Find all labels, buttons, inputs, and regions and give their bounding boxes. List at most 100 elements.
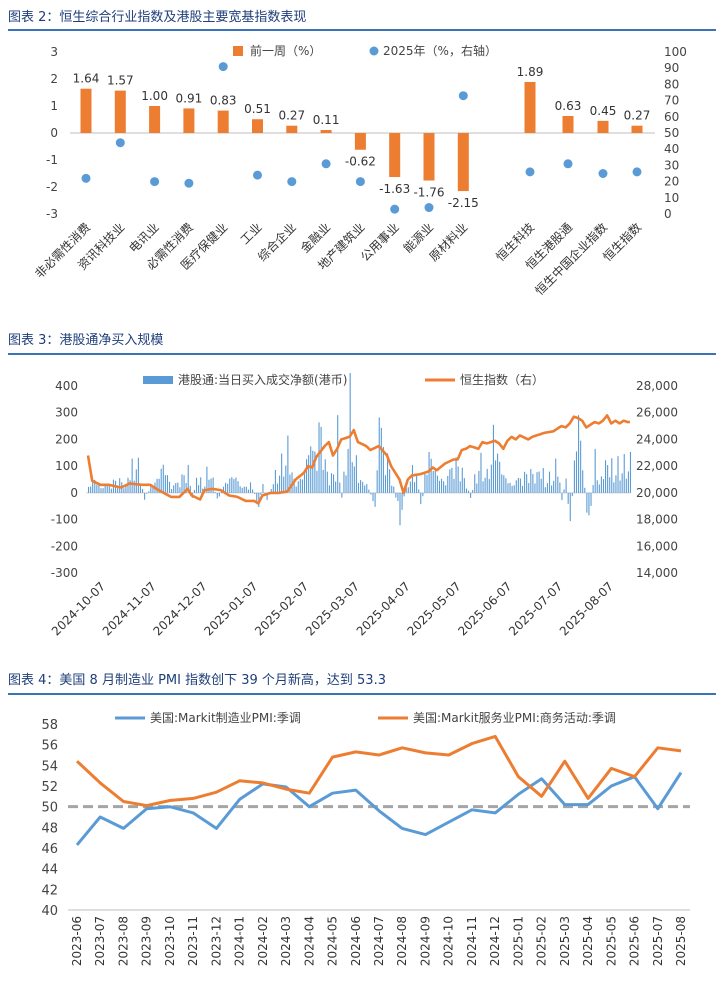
bar [590,492,592,506]
bar [561,492,563,501]
bar [141,488,144,493]
series-line [75,771,683,846]
y-tick-label: 50 [41,801,58,816]
bar [183,475,185,493]
chart1-title-rule [8,29,716,31]
bar [563,489,565,493]
bar [540,478,542,493]
bar [175,482,177,493]
chart2-title: 图表 3：港股通净买入规模 [8,330,716,352]
bar [492,424,494,493]
bar [328,485,330,493]
bar [144,492,146,500]
y2-tick-label: 90 [664,61,679,75]
dot-point [424,203,434,213]
y-tick-label: 58 [41,718,58,733]
bar [110,488,112,493]
bar [519,478,521,493]
bar [235,477,237,493]
y-tick-label: -200 [51,539,78,553]
bar [320,426,322,493]
y2-tick-label: 0 [664,207,672,221]
bar [494,460,497,493]
chart2: 400 300 200 100 0 -100 -200 -300 28,000 26,000 24,… [49,372,678,638]
bar [627,471,629,493]
bar [611,458,613,493]
x-tick-label: 2025-04 [581,916,595,966]
bar [293,478,295,493]
bar [166,475,169,493]
bar [297,481,299,493]
bar [301,479,303,493]
bar [164,475,166,493]
bar [214,491,216,493]
chart2-title-text: 图表 3：港股通净买入规模 [8,333,164,348]
bar [621,473,623,493]
y-tick-label: 0 [70,486,78,500]
dot-point [150,177,160,187]
bar [330,473,333,493]
dot-point [598,169,608,178]
bar [575,451,578,493]
dot-point [287,177,297,187]
bar [237,481,239,493]
x-tick-label: 2024-07 [372,916,386,966]
y-tick-label: 52 [41,780,58,795]
bar [370,492,372,495]
chart3-title: 图表 4：美国 8 月制造业 PMI 指数创下 39 个月新高，达到 53.3 [8,670,716,692]
bar [629,451,632,493]
bar-value-label: -2.15 [448,196,479,210]
bar [571,492,573,497]
bar [88,486,90,493]
bar [222,486,225,493]
bar [380,427,382,493]
y-tick-label: -300 [51,566,78,580]
bar [588,492,590,516]
bar [90,486,92,493]
bar [517,477,519,493]
bar [123,488,125,493]
x-tick-label: 2025-05 [604,916,618,966]
y2-tick-label: 20,000 [636,486,678,500]
bar [582,470,584,493]
legend-dot-label: 2025年（%，右轴） [383,43,497,58]
bar [584,487,586,493]
bar [243,486,245,493]
bar [227,483,229,493]
x-tick-label: 2024-02 [256,916,270,966]
dot-point [390,204,400,214]
bar [463,478,465,493]
bar [486,468,488,493]
bar [98,485,100,493]
bar [360,480,362,493]
chart3-title-text: 图表 4：美国 8 月制造业 PMI 指数创下 39 个月新高，达到 53.3 [8,673,386,688]
dot-point [632,167,642,177]
legend-bar-label: 前一周（%） [250,43,321,58]
bar [181,474,183,493]
bar [210,478,212,493]
bar [619,480,621,493]
x-tick-label: 2024-09 [418,916,432,966]
bar [362,481,364,493]
series-line [86,414,631,505]
bar [488,479,490,493]
x-tick-label: 公用事业 [358,220,402,264]
legend-line-label: 恒生指数（右） [460,372,544,387]
bar [557,476,559,493]
bar [578,415,580,493]
bar [260,492,262,495]
y2-tick-label: 60 [664,110,679,124]
bar-value-label: 0.83 [210,94,237,108]
y2-tick-label: 50 [664,126,679,140]
bar [148,491,150,493]
bar [615,475,617,493]
x-tick-label: 2024-11 [465,916,479,966]
y-tick-label: -2 [46,180,58,194]
bar [420,492,422,505]
x-tick-label: 2023-12 [209,916,223,966]
x-tick-label: 2025-08 [674,916,688,966]
bar [416,473,418,493]
bar-value-label: 0.63 [555,99,582,113]
bar [353,466,355,493]
bar [299,478,301,493]
